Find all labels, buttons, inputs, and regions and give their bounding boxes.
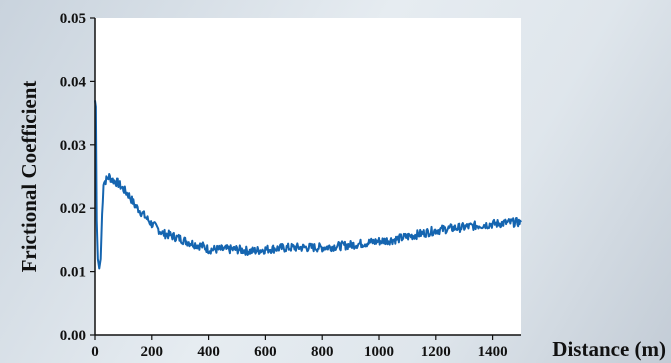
y-tick-label: 0.02 <box>60 201 86 217</box>
x-tick-label: 0 <box>91 344 99 360</box>
x-tick-label: 1000 <box>364 344 394 360</box>
y-tick-label: 0.05 <box>60 11 86 27</box>
x-tick-label: 800 <box>311 344 334 360</box>
y-tick-label: 0.03 <box>60 138 86 154</box>
x-tick-label: 200 <box>141 344 164 360</box>
plot-area <box>95 18 521 335</box>
x-tick-label: 400 <box>197 344 220 360</box>
y-tick-label: 0.01 <box>60 265 86 281</box>
x-tick-label: 1400 <box>478 344 508 360</box>
x-tick-label: 1200 <box>421 344 451 360</box>
y-axis-title: Frictional Coefficient <box>17 81 41 273</box>
x-tick-label: 600 <box>254 344 277 360</box>
y-tick-label: 0.00 <box>60 328 86 344</box>
y-tick-label: 0.04 <box>60 74 87 90</box>
x-axis-title: Distance (m) <box>552 337 666 361</box>
